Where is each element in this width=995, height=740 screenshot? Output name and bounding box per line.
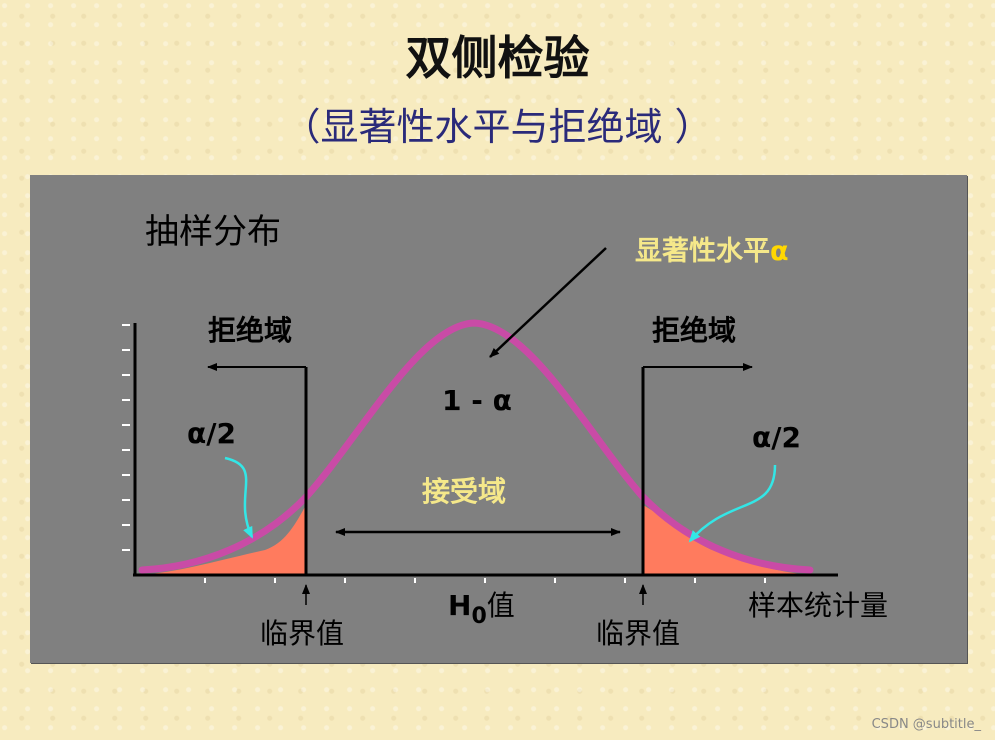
significance-pointer-arrow	[489, 247, 607, 358]
h0-letter: H	[448, 589, 471, 622]
acceptance-region-label: 接受域	[422, 475, 506, 508]
two-tailed-test-diagram: 抽样分布 显著性水平α 拒绝域 拒绝域 1 - α α/2 α/2 接受域 H0…	[122, 212, 888, 650]
right-alpha-half-arrow	[688, 464, 777, 543]
normal-distribution-curve	[138, 319, 814, 574]
y-axis-ticks	[122, 324, 130, 551]
significance-text: 显著性水平	[635, 236, 770, 267]
significance-alpha-symbol: α	[770, 236, 789, 267]
right-alpha-half-label: α/2	[752, 421, 801, 454]
page-subtitle: （显著性水平与拒绝域 ）	[282, 105, 713, 149]
sampling-distribution-label: 抽样分布	[145, 212, 281, 252]
x-axis-label: 样本统计量	[748, 589, 888, 622]
page-title: 双侧检验	[405, 31, 590, 85]
h0-suffix: 值	[487, 589, 515, 622]
left-critical-value-label: 临界值	[260, 617, 344, 650]
left-tail-region	[140, 505, 306, 575]
significance-label: 显著性水平α	[635, 236, 789, 267]
right-critical-value-label: 临界值	[596, 617, 680, 650]
left-alpha-half-arrow	[224, 456, 254, 539]
diagram-panel: 抽样分布 显著性水平α 拒绝域 拒绝域 1 - α α/2 α/2 接受域 H0…	[30, 175, 967, 663]
left-alpha-half-label: α/2	[187, 417, 236, 450]
h0-subscript: 0	[471, 604, 486, 629]
x-axis-ticks	[204, 578, 766, 583]
right-rejection-label: 拒绝域	[652, 314, 736, 347]
right-tail-region	[643, 505, 810, 575]
one-minus-alpha-label: 1 - α	[442, 384, 512, 417]
watermark: CSDN @subtitle_	[871, 717, 981, 732]
h0-value-label: H0值	[448, 589, 515, 629]
left-rejection-label: 拒绝域	[208, 314, 292, 347]
